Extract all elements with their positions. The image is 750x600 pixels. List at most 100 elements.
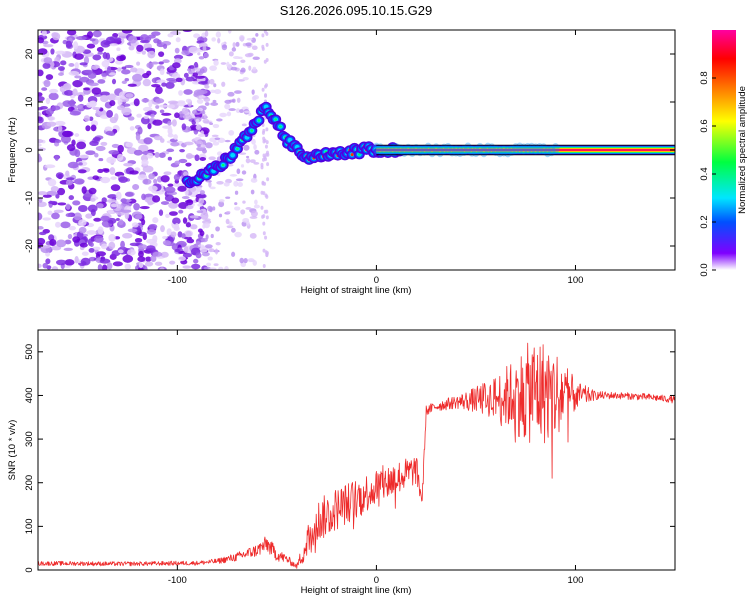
spectrogram-noise-blob [103,168,110,173]
spectrogram-noise-blob [172,62,181,69]
spectrogram-noise-blob [127,116,135,121]
spectrogram-noise-blob [97,226,104,235]
spectrogram-noise-blob [68,195,75,201]
spectrogram-noise-blob [234,231,242,238]
spectrogram-ridge-blob [236,147,239,151]
spectrogram-noise-blob [55,259,67,266]
y-tick-label: 0 [24,567,35,572]
spectrogram-noise-blob [152,195,161,203]
spectrogram-noise-blob [192,72,199,77]
spectrogram-noise-blob [138,262,144,269]
spectrogram-carrier-halo [384,145,393,157]
spectrogram-noise-blob [100,141,108,146]
spectrogram-noise-blob [166,228,172,236]
spectrogram-noise-blob [72,88,78,97]
spectrogram-noise-blob [92,246,101,251]
spectrogram-noise-blob [237,79,245,82]
spectrogram-noise-blob [251,89,255,95]
y-tick-label: 400 [24,388,35,404]
spectrogram-noise-blob [261,33,265,38]
spectrogram-noise-blob [197,133,206,138]
spectrogram-noise-blob [213,263,219,267]
spectrogram-noise-blob [168,211,178,216]
spectrogram-noise-blob [72,41,79,50]
spectrogram-noise-blob [38,197,43,203]
spectrogram-noise-blob [263,59,267,64]
spectrogram-noise-blob [79,76,90,83]
spectrogram-noise-blob [106,156,117,164]
spectrogram-ridge-peak [350,153,354,157]
spectrogram-noise-blob [52,32,61,41]
spectrogram-noise-blob [148,99,153,108]
colorbar-tick-label: 0.6 [699,119,710,132]
spectrogram-noise-blob [101,264,108,270]
spectrogram-noise-blob [185,162,192,167]
spectrogram-noise-blob [72,80,83,88]
spectrogram-noise-blob [217,37,221,44]
spectrogram-noise-blob [83,56,90,65]
spectrogram-noise-blob [91,87,102,95]
spectrogram-noise-blob [129,126,135,131]
y-tick-label: 500 [24,344,35,360]
spectrogram-noise-blob [176,101,186,107]
spectrogram-noise-blob [261,87,265,92]
spectrogram-noise-blob [260,162,264,167]
spectrogram-noise-blob [163,171,172,176]
spectrogram-noise-blob [42,217,52,221]
spectrogram-noise-blob [63,247,73,252]
spectrogram-noise-blob [66,177,75,181]
spectrogram-noise-blob [127,228,138,233]
spectrogram-carrier-halo [491,144,500,156]
figure-title: S126.2026.095.10.15.G29 [280,3,433,18]
spectrogram-noise-blob [265,251,269,256]
spectrogram-noise-blob [51,105,61,111]
spectrogram-noise-blob [125,142,134,148]
spectrogram-noise-blob [239,109,244,114]
spectrogram-noise-blob [218,199,225,203]
spectrogram-noise-blob [102,52,108,59]
spectrogram-noise-blob [242,200,246,204]
spectrogram-noise-blob [78,226,87,234]
spectrogram-noise-blob [38,69,44,77]
spectrogram-noise-blob [87,72,97,79]
spectrogram-noise-blob [229,174,238,177]
spectrogram-noise-blob [118,219,124,226]
spectrogram-noise-blob [131,222,139,228]
spectrogram-noise-blob [209,78,215,85]
y-tick-label: -10 [24,191,35,205]
spectrogram-noise-blob [237,181,243,187]
spectrogram-noise-blob [198,198,205,205]
spectrogram-noise-blob [100,215,110,222]
x-tick-label: 0 [374,275,379,286]
colorbar-label: Normalized spectral amplitude [737,86,748,214]
colorbar-tick-label: 0.0 [699,263,710,276]
spectrogram-noise-blob [96,46,104,53]
spectrogram-noise-blob [262,221,266,226]
spectrogram-noise-blob [88,82,99,87]
spectrogram-noise-blob [55,172,64,179]
spectrogram-noise-blob [188,65,195,69]
spectrogram-noise-blob [50,48,55,55]
spectrogram-noise-blob [198,95,206,99]
spectrogram-noise-blob [150,113,155,118]
spectrogram-noise-blob [191,263,201,270]
spectrogram-noise-blob [204,211,208,217]
spectrogram-noise-blob [38,107,44,111]
y-tick-label: 0 [24,147,35,152]
spectrogram-noise-blob [231,251,236,257]
spectrogram-noise-blob [158,61,164,65]
spectrogram-noise-blob [108,72,117,76]
spectrogram-noise-blob [251,45,258,51]
spectrogram-noise-blob [38,111,42,117]
spectrogram-noise-blob [162,235,168,240]
spectrogram-noise-blob [164,186,176,194]
spectrogram-noise-blob [133,98,140,107]
spectrogram-noise-blob [203,121,212,124]
spectrogram-noise-blob [167,133,174,138]
spectrogram-noise-blob [139,205,150,210]
spectrogram-noise-blob [113,37,122,42]
spectrogram-noise-blob [38,95,45,102]
spectrogram-noise-blob [203,114,207,119]
spectrogram-noise-blob [261,44,265,49]
spectrogram-noise-blob [74,75,82,79]
